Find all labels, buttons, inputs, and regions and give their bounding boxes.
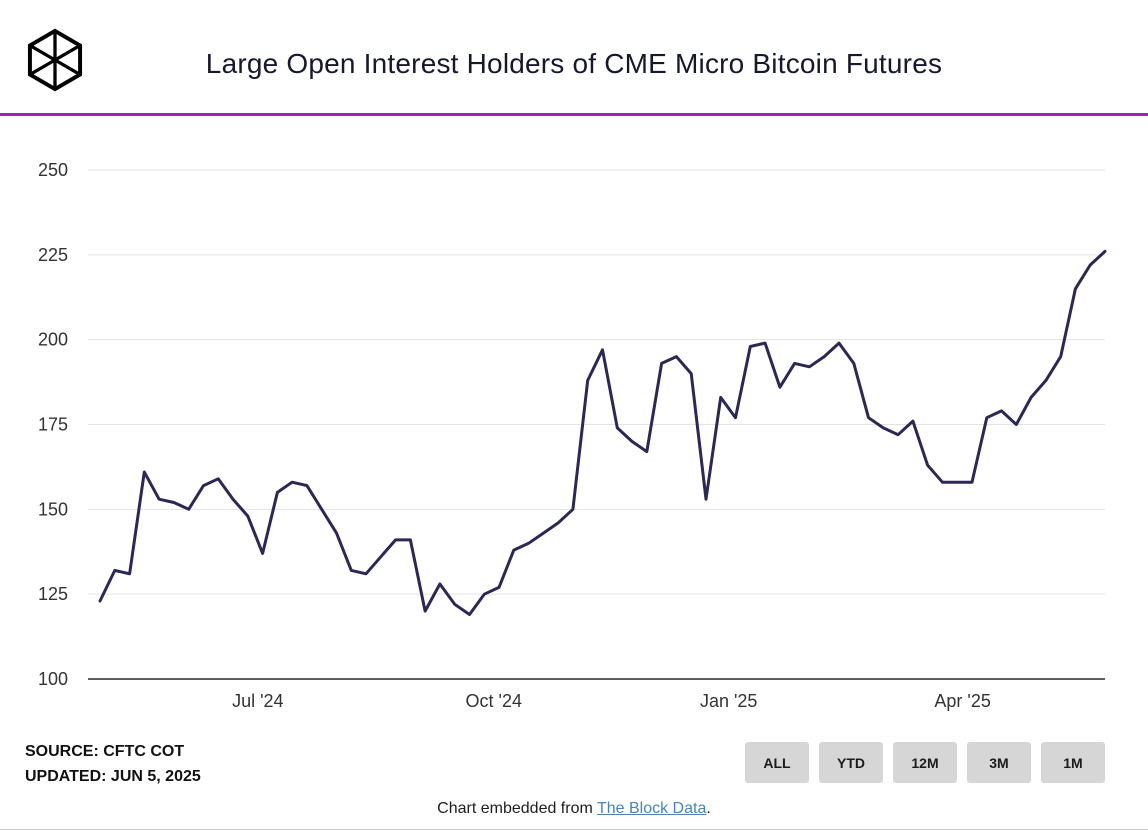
page-title: Large Open Interest Holders of CME Micro… xyxy=(205,48,943,79)
range-buttons: ALL YTD 12M 3M 1M xyxy=(745,742,1105,783)
the-block-logo xyxy=(22,27,88,93)
y-axis-label: 150 xyxy=(38,499,68,519)
source-line: SOURCE: CFTC COT xyxy=(25,743,185,760)
header: Large Open Interest Holders of CME Micro… xyxy=(0,0,1148,113)
range-button-1m[interactable]: 1M xyxy=(1041,742,1105,783)
line-series xyxy=(98,249,1107,616)
the-block-data-link[interactable]: The Block Data xyxy=(596,800,707,817)
line-chart: 100 125 150 175 200 225 250 Jul '24 Oct '24 Jan '… xyxy=(38,160,1107,711)
caption-period: . xyxy=(706,800,711,817)
y-axis-label: 125 xyxy=(38,584,68,604)
source-block: SOURCE: CFTC COT UPDATED: JUN 5, 2025 xyxy=(25,740,201,790)
x-axis-label: Apr '25 xyxy=(934,691,990,711)
updated-line: UPDATED: JUN 5, 2025 xyxy=(25,767,201,785)
y-axis-label: 250 xyxy=(38,160,68,180)
cube-wireframe-icon xyxy=(27,28,83,92)
y-axis-label: 225 xyxy=(38,245,68,265)
header-divider xyxy=(0,113,1148,116)
range-button-all[interactable]: ALL xyxy=(745,742,809,783)
x-axis-label: Jan '25 xyxy=(700,691,757,711)
x-axis-label: Oct '24 xyxy=(466,691,522,711)
range-button-ytd[interactable]: YTD xyxy=(819,742,883,783)
range-button-3m[interactable]: 3M xyxy=(967,742,1031,783)
range-button-12m[interactable]: 12M xyxy=(893,742,957,783)
y-axis-label: 100 xyxy=(38,669,68,689)
y-axis-label: 200 xyxy=(38,330,68,350)
y-axis-label: 175 xyxy=(38,415,68,435)
x-axis-label: Jul '24 xyxy=(232,691,283,711)
caption-text: Chart embedded from xyxy=(437,800,597,817)
embed-caption: Chart embedded from The Block Data. xyxy=(0,800,1148,818)
